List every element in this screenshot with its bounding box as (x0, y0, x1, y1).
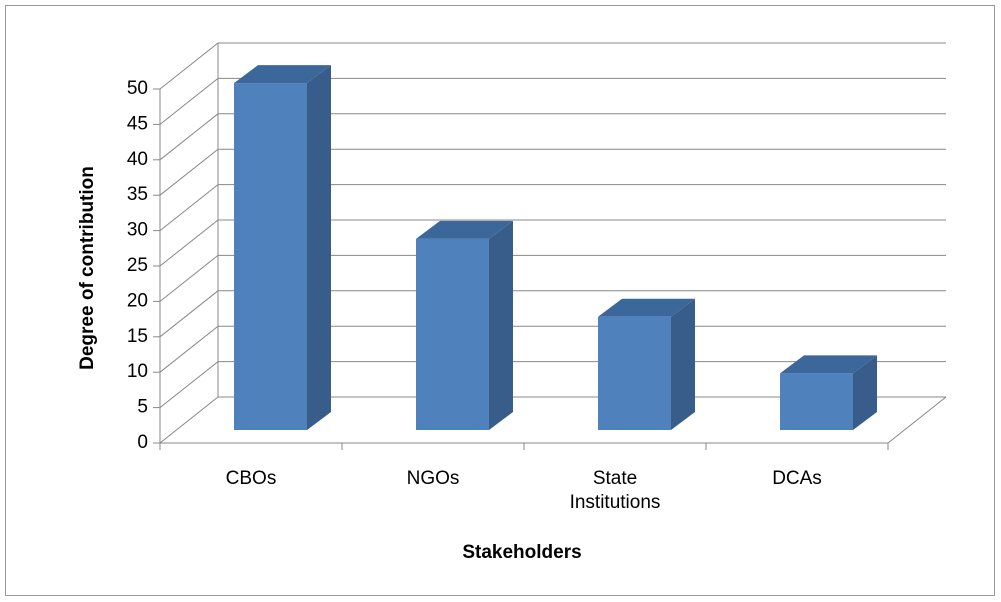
grid-line (159, 42, 946, 90)
y-tick-label: 0 (137, 432, 148, 453)
grid-line (159, 184, 946, 231)
y-tick-label: 30 (127, 220, 148, 241)
grid-line (159, 113, 946, 161)
x-tick-label: NGOs (406, 468, 460, 489)
bar (780, 373, 853, 430)
x-tick-label: CBOs (225, 468, 277, 489)
bar-top (780, 355, 877, 374)
bar-top (416, 220, 513, 239)
grid-line (159, 325, 946, 373)
y-tick-label: 5 (137, 397, 148, 418)
grid-line (159, 219, 946, 267)
y-tick-label: 10 (127, 361, 148, 382)
y-tick-label: 50 (127, 78, 148, 99)
y-tick-label: 25 (127, 255, 148, 276)
bar-side (671, 298, 695, 430)
grid-line (159, 148, 946, 196)
bar-top (234, 65, 331, 84)
y-axis-title: Degree of contribution (77, 166, 98, 370)
x-tick-label: DCAs (772, 468, 822, 489)
y-tick-label: 35 (127, 184, 148, 205)
bar (416, 238, 489, 430)
y-tick-label: 20 (127, 290, 148, 311)
bar-side (853, 355, 877, 430)
grid-line (159, 290, 946, 338)
bar (598, 316, 671, 430)
y-tick-label: 15 (127, 326, 148, 347)
y-tick-label: 40 (127, 149, 148, 170)
bar-top (598, 298, 695, 317)
grid-line (159, 361, 946, 408)
x-axis-title: Stakeholders (462, 542, 581, 563)
bar (234, 83, 307, 430)
x-tick-label: State Institutions (569, 468, 661, 513)
bar-side (307, 65, 331, 430)
grid-line (159, 396, 946, 444)
y-tick-label: 45 (127, 113, 148, 134)
bar-side (489, 220, 513, 430)
grid-line (159, 77, 946, 125)
grid-line (159, 254, 946, 302)
